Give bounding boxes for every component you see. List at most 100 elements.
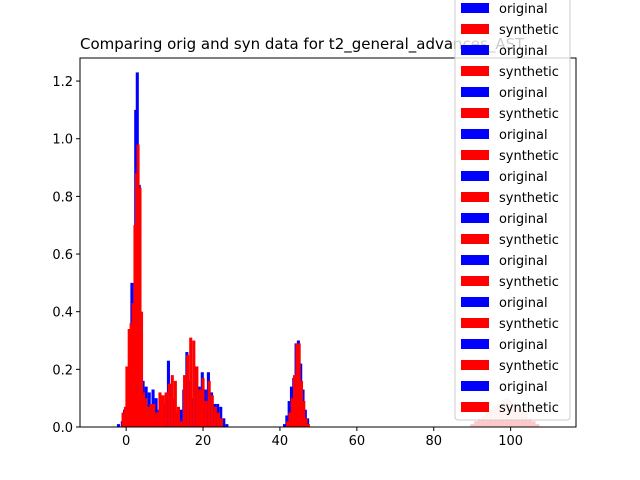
bar-synthetic-faded (474, 421, 478, 427)
legend-label-synthetic: synthetic (499, 359, 559, 374)
x-tick-label: 20 (195, 434, 212, 449)
bar-synthetic (164, 392, 168, 427)
bar-synthetic (152, 403, 156, 427)
plot-frame (79, 57, 577, 428)
bar-synthetic (144, 398, 148, 427)
bar-original (283, 424, 287, 427)
legend-label-original: original (499, 380, 548, 395)
bar-synthetic (216, 412, 220, 427)
bar-synthetic (207, 380, 211, 428)
bar-synthetic (161, 395, 165, 427)
legend-label-original: original (499, 128, 548, 143)
legend-label-synthetic: synthetic (499, 317, 559, 332)
bar-synthetic (186, 354, 190, 427)
x-tick-label: 40 (272, 434, 289, 449)
legend-label-synthetic: synthetic (499, 233, 559, 248)
bar-synthetic (288, 412, 292, 427)
x-tick-label: 0 (122, 434, 130, 449)
y-tick-label: 0.8 (52, 190, 73, 205)
bar-synthetic (146, 406, 150, 427)
bar-synthetic (139, 311, 144, 427)
bar-synthetic (286, 421, 290, 427)
bar-synthetic (213, 406, 217, 427)
bar-synthetic (183, 375, 187, 427)
legend-swatch-original (461, 45, 489, 55)
legend-label-original: original (499, 296, 548, 311)
bar-synthetic (125, 366, 129, 427)
legend-swatch-original (461, 171, 489, 181)
bar-synthetic (138, 187, 142, 427)
bar-synthetic (293, 375, 297, 427)
axes-layer: 0 20 40 60 80 100 0.0 0.2 0.4 0.6 0.8 1.0 1.2 (52, 57, 577, 449)
bar-synthetic (198, 389, 202, 427)
legend-swatch-synthetic (461, 150, 489, 160)
bar-synthetic (155, 412, 159, 427)
legend-label-original: original (499, 44, 548, 59)
bar-synthetic (304, 418, 308, 427)
y-tick-label: 1.0 (52, 133, 73, 148)
legend-label-synthetic: synthetic (499, 149, 559, 164)
y-tick-label: 0.6 (52, 248, 73, 263)
bar-synthetic-faded (531, 421, 536, 427)
y-tick-label: 1.2 (52, 75, 73, 90)
legend-swatch-synthetic (461, 318, 489, 328)
bar-original (154, 398, 158, 427)
legend-label-synthetic: synthetic (499, 65, 559, 80)
bar-synthetic (131, 303, 135, 427)
bar-synthetic (179, 421, 184, 427)
x-tick-label: 100 (498, 434, 523, 449)
bar-synthetic (127, 328, 131, 427)
bar-synthetic-faded (535, 424, 540, 427)
bar-synthetic (201, 377, 205, 427)
legend-swatch-original (461, 87, 489, 97)
bar-synthetic (306, 424, 310, 427)
bar-synthetic (297, 343, 301, 427)
legend-label-original: original (499, 2, 548, 17)
legend-label-original: original (499, 86, 548, 101)
bar-synthetic (189, 337, 193, 427)
legend-swatch-original (461, 297, 489, 307)
bar-synthetic-faded (470, 424, 475, 427)
legend-swatch-synthetic (461, 234, 489, 244)
bar-synthetic (295, 343, 299, 427)
legend-swatch-original (461, 339, 489, 349)
legend: original synthetic original synthetic origin… (454, 0, 571, 421)
bar-synthetic (121, 412, 125, 427)
legend-label-synthetic: synthetic (499, 275, 559, 290)
y-tick-label: 0.2 (52, 363, 73, 378)
legend-swatch-original (461, 213, 489, 223)
bar-synthetic-faded (481, 415, 486, 427)
legend-swatch-synthetic (461, 192, 489, 202)
bar-synthetic-faded (527, 418, 532, 427)
legend-label-original: original (499, 338, 548, 353)
legend-swatch-synthetic (461, 24, 489, 34)
bar-synthetic (134, 173, 139, 427)
bar-synthetic (141, 392, 145, 427)
bar-synthetic (192, 340, 196, 427)
legend-swatch-synthetic (461, 108, 489, 118)
legend-label-synthetic: synthetic (499, 107, 559, 122)
bar-original (222, 418, 226, 427)
bar-synthetic-faded (477, 418, 482, 427)
bar-synthetic (210, 395, 214, 427)
legend-label-original: original (499, 212, 548, 227)
bar-synthetic (290, 398, 294, 427)
legend-swatch-synthetic (461, 402, 489, 412)
bar-synthetic (149, 403, 153, 427)
legend-swatch-original (461, 3, 489, 13)
legend-label-synthetic: synthetic (499, 23, 559, 38)
bar-original (116, 424, 120, 427)
bar-synthetic (167, 383, 171, 427)
legend-swatch-original (461, 129, 489, 139)
bar-synthetic (195, 366, 199, 427)
y-tick-label: 0.4 (52, 306, 73, 321)
bar-synthetic (176, 406, 180, 427)
bar-synthetic (219, 418, 224, 427)
legend-label-original: original (499, 254, 548, 269)
legend-swatch-original (461, 381, 489, 391)
bar-synthetic (302, 401, 306, 427)
x-tick-label: 60 (349, 434, 366, 449)
legend-swatch-synthetic (461, 360, 489, 370)
bars-layer (116, 72, 540, 428)
